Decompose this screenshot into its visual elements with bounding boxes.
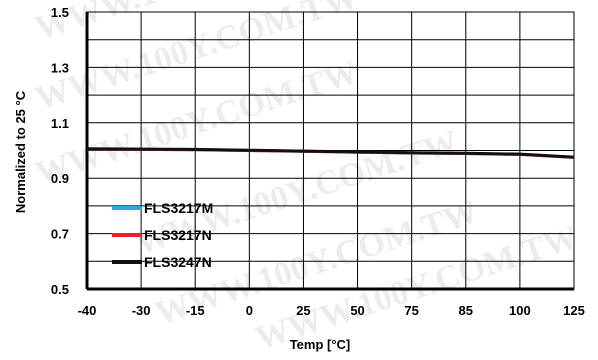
legend: FLS3217M FLS3217N FLS3247N — [112, 200, 213, 270]
x-tick-label: 25 — [296, 303, 310, 318]
x-tick-label: 0 — [246, 303, 253, 318]
x-tick-label: 100 — [509, 303, 531, 318]
tick-labels: -40 -30 -15 0 25 50 75 85 100 125 1.5 1.3 1.1 0.9 0.7 0… — [51, 5, 585, 318]
y-tick-label: 0.9 — [51, 171, 69, 186]
x-tick-label: -30 — [132, 303, 151, 318]
y-tick-label: 1.3 — [51, 60, 69, 75]
y-tick-label: 1.1 — [51, 116, 69, 131]
x-tick-label: 85 — [459, 303, 473, 318]
x-tick-label: 75 — [404, 303, 418, 318]
x-tick-label: -15 — [186, 303, 205, 318]
x-tick-label: 50 — [350, 303, 364, 318]
y-tick-label: 0.7 — [51, 227, 69, 242]
y-tick-label: 1.5 — [51, 5, 69, 20]
legend-label: FLS3217M — [144, 200, 213, 216]
x-tick-label: -40 — [78, 303, 97, 318]
y-tick-label: 0.5 — [51, 282, 69, 297]
series-line-fls3247n — [86, 147, 575, 159]
y-axis-title: Normalized to 25 °C — [13, 90, 28, 213]
x-axis-title: Temp [°C] — [290, 337, 351, 352]
series-lines — [86, 147, 575, 159]
legend-label: FLS3217N — [144, 227, 212, 243]
legend-label: FLS3247N — [144, 254, 212, 270]
x-tick-label: 125 — [563, 303, 585, 318]
